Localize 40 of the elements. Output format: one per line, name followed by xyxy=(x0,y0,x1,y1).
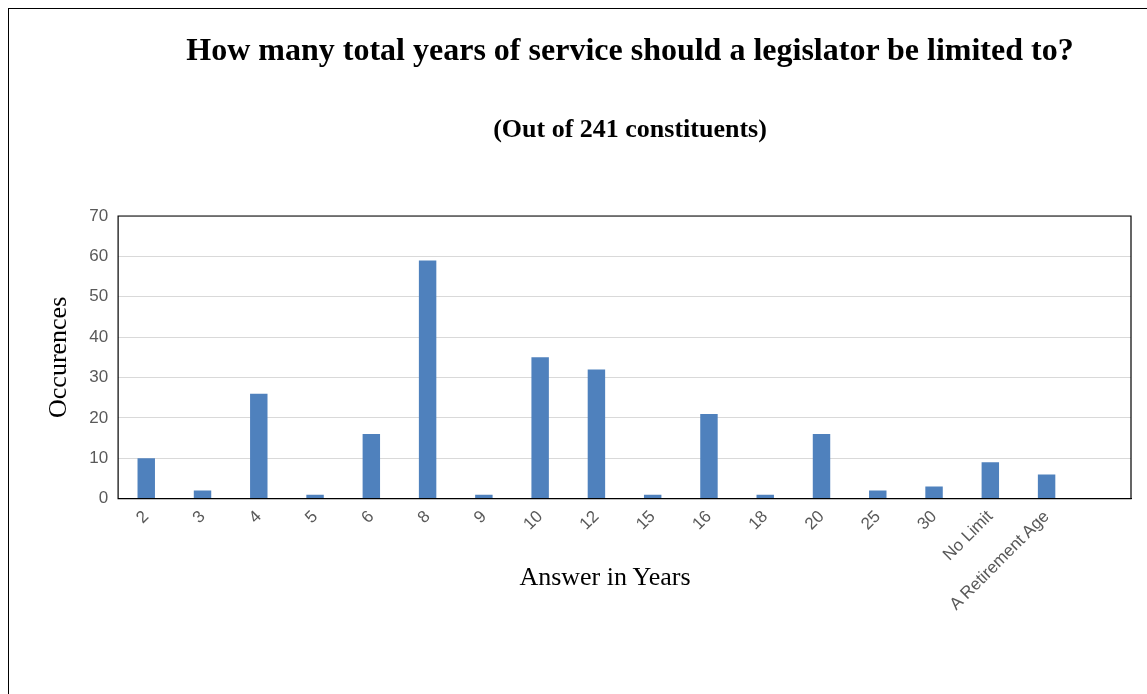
chart-title: How many total years of service should a legislator be limited to? xyxy=(185,30,1075,68)
x-tick-label: 5 xyxy=(301,506,322,527)
x-tick-label: 3 xyxy=(188,506,209,527)
bar xyxy=(812,434,831,499)
x-tick-label: 10 xyxy=(519,506,547,534)
x-tick-label: 16 xyxy=(688,506,716,534)
chart-subtitle: (Out of 241 constituents) xyxy=(492,114,768,144)
bar xyxy=(925,486,943,499)
y-tick-label: 30 xyxy=(89,367,109,387)
bar xyxy=(869,490,887,499)
bar xyxy=(137,458,155,499)
bar xyxy=(1037,474,1056,499)
x-tick-label: 9 xyxy=(469,506,491,527)
x-axis-title: Answer in Years xyxy=(518,562,692,592)
y-tick-label: 40 xyxy=(89,326,109,346)
bar xyxy=(981,462,1000,499)
x-tick-label: 20 xyxy=(800,506,828,534)
x-tick-label: 8 xyxy=(413,506,434,527)
y-tick-label: 10 xyxy=(89,448,109,467)
y-tick-label: 50 xyxy=(89,286,109,306)
y-tick-label: 70 xyxy=(89,205,109,225)
bar xyxy=(418,260,437,499)
bar xyxy=(250,393,268,499)
y-tick-label: 20 xyxy=(89,407,109,427)
bar xyxy=(193,490,212,499)
x-tick-label: 18 xyxy=(744,506,772,534)
bar xyxy=(587,369,606,499)
x-tick-label: 2 xyxy=(132,506,153,527)
bar xyxy=(362,434,381,499)
y-tick-label: 60 xyxy=(89,246,109,266)
x-tick-label: 25 xyxy=(857,506,884,534)
y-axis-title: Occurences xyxy=(43,296,73,418)
x-tick-label: 12 xyxy=(575,506,603,534)
bar xyxy=(531,357,549,499)
bar xyxy=(700,413,718,499)
x-tick-label: 15 xyxy=(632,506,659,534)
x-tick-label: 30 xyxy=(913,506,941,534)
y-tick-label: 0 xyxy=(98,488,109,508)
x-tick-label: 4 xyxy=(244,506,265,527)
x-tick-label: 6 xyxy=(357,506,378,527)
